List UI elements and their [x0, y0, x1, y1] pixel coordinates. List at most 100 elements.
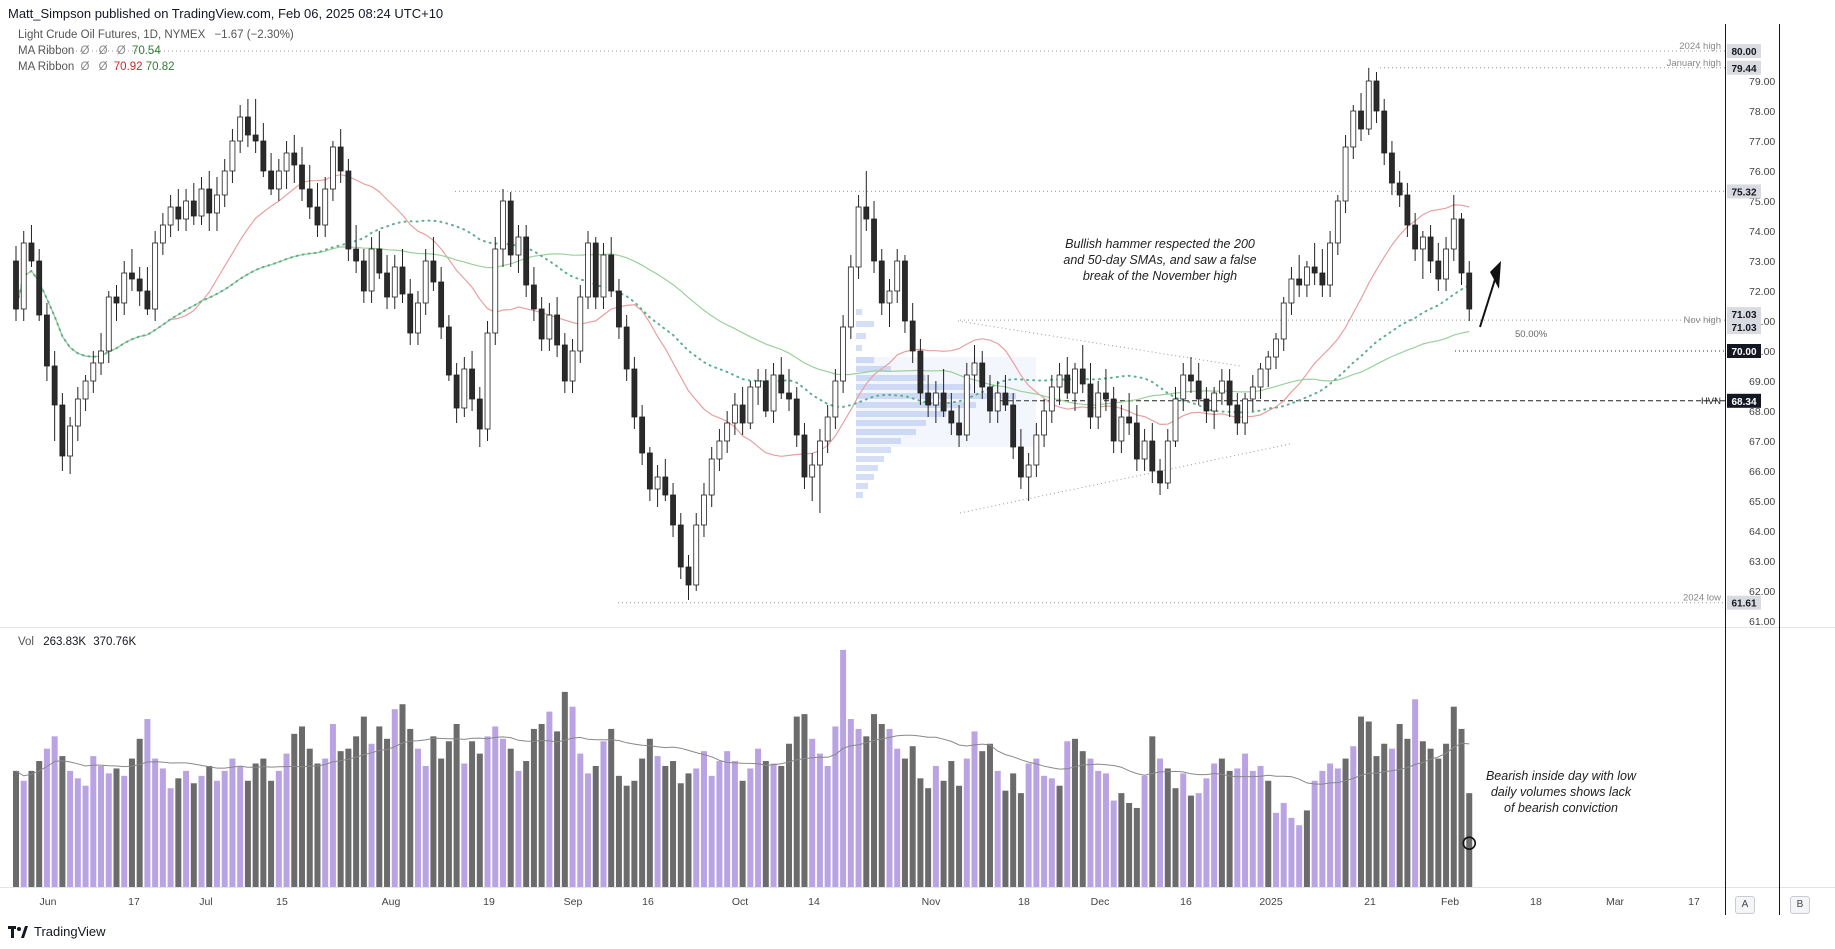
log-scale-button[interactable]: B	[1790, 896, 1810, 914]
volume-bar	[700, 751, 707, 887]
volume-bar	[221, 770, 228, 887]
candle-body	[1025, 464, 1032, 478]
volume-bar	[1234, 768, 1241, 887]
volume-bar	[824, 765, 831, 887]
volume-bar	[600, 741, 607, 887]
candle-body	[129, 272, 135, 280]
tradingview-brand[interactable]: TradingView	[8, 924, 106, 939]
candle-body	[932, 392, 939, 406]
candle-body	[167, 206, 174, 226]
volume-bar	[670, 761, 677, 887]
volume-bar	[901, 758, 908, 887]
volume-profile-bin	[856, 345, 862, 351]
candle-body	[654, 476, 661, 490]
candle-body	[113, 296, 120, 304]
auto-scale-button[interactable]: A	[1735, 896, 1755, 914]
volume-bar	[731, 761, 738, 887]
candle-body	[1064, 374, 1071, 394]
candle-body	[445, 326, 452, 376]
candle-body	[337, 146, 344, 172]
volume-bar	[523, 761, 530, 887]
candle-body	[376, 248, 383, 274]
candle-body	[1095, 392, 1102, 418]
candle-body	[724, 422, 731, 442]
volume-annotation-line-2: daily volumes shows lack	[1490, 785, 1632, 799]
volume-label: Vol	[18, 636, 34, 648]
candle-body	[198, 188, 205, 217]
volume-bar	[1396, 723, 1403, 887]
volume-bar	[631, 780, 638, 887]
candle-body	[175, 206, 182, 220]
candle-body	[1458, 218, 1465, 274]
ema-dotted-line	[15, 219, 1471, 414]
volume-profile-bin	[856, 366, 891, 372]
price-axis-label: 71.03	[1731, 323, 1756, 334]
candle-body	[1041, 410, 1047, 436]
price-axis-label-bg	[1727, 307, 1761, 322]
right-panel-border	[1779, 24, 1780, 915]
volume-circle-marker	[1462, 836, 1477, 850]
level-label: 50.00%	[1515, 329, 1548, 340]
volume-bar	[190, 783, 197, 887]
volume-bar	[871, 714, 878, 887]
volume-bar	[615, 775, 622, 887]
candle-body	[453, 374, 460, 409]
candle-body	[1334, 200, 1341, 244]
visibility-icon[interactable]: Ø	[80, 61, 90, 73]
pane-separator	[0, 627, 1835, 628]
volume-bar	[430, 736, 437, 887]
volume-profile-bin	[856, 474, 874, 480]
candle-body	[1218, 380, 1225, 394]
volume-profile-bin	[856, 465, 878, 471]
candle-body	[538, 308, 545, 340]
candle-body	[1288, 278, 1295, 304]
direction-arrow-shaft	[1479, 272, 1498, 328]
volume-bar	[1435, 758, 1442, 887]
candle-body	[492, 248, 499, 334]
candle-body	[871, 218, 877, 262]
volume-bar	[577, 753, 584, 887]
price-tick-label: 61.00	[1749, 616, 1775, 628]
volume-profile-bin	[856, 492, 863, 498]
candle-body	[1304, 266, 1310, 286]
volume-bar	[1157, 758, 1164, 887]
candle-body	[152, 242, 159, 310]
candle-body	[770, 374, 777, 412]
volume-bar	[1102, 773, 1109, 887]
volume-bar	[863, 736, 870, 887]
candle-body	[762, 380, 769, 412]
hammer-annotation-line-3: break of the November high	[1082, 269, 1238, 283]
candle-body	[36, 260, 43, 316]
price-axis-label: 75.32	[1731, 187, 1756, 198]
ma-ribbon-2-value-b: 70.82	[145, 61, 175, 73]
visibility-icon[interactable]: Ø	[98, 61, 108, 73]
volume-bar	[445, 741, 452, 887]
price-tick-label: 76.00	[1749, 166, 1775, 178]
visibility-icon[interactable]: Ø	[98, 45, 108, 57]
symbol-legend[interactable]: Light Crude Oil Futures, 1D, NYMEX −1.67…	[18, 29, 294, 41]
candle-body	[1389, 152, 1395, 184]
candle-body	[739, 404, 746, 424]
volume-bar	[376, 726, 383, 887]
ma-ribbon-2-legend[interactable]: MA Ribbon Ø Ø 70.92 70.82	[18, 61, 175, 73]
candle-body	[98, 350, 104, 364]
volume-bar	[708, 775, 715, 887]
candle-body	[863, 206, 870, 220]
candle-body	[144, 290, 151, 310]
candle-body	[1226, 380, 1233, 406]
volume-legend[interactable]: Vol 263.83K 370.76K	[18, 636, 136, 648]
visibility-icon[interactable]: Ø	[116, 45, 126, 57]
volume-bar	[855, 728, 862, 887]
candle-body	[391, 266, 398, 298]
volume-bar	[948, 761, 955, 887]
volume-bar	[1149, 736, 1156, 887]
candle-body	[956, 422, 962, 436]
volume-profile-bin	[856, 384, 971, 390]
candle-body	[13, 260, 19, 310]
candle-body	[554, 314, 560, 346]
volume-bar	[322, 758, 329, 887]
candle-body	[1002, 392, 1009, 406]
volume-bar	[778, 765, 785, 887]
ma-ribbon-2-label: MA Ribbon	[18, 61, 75, 73]
